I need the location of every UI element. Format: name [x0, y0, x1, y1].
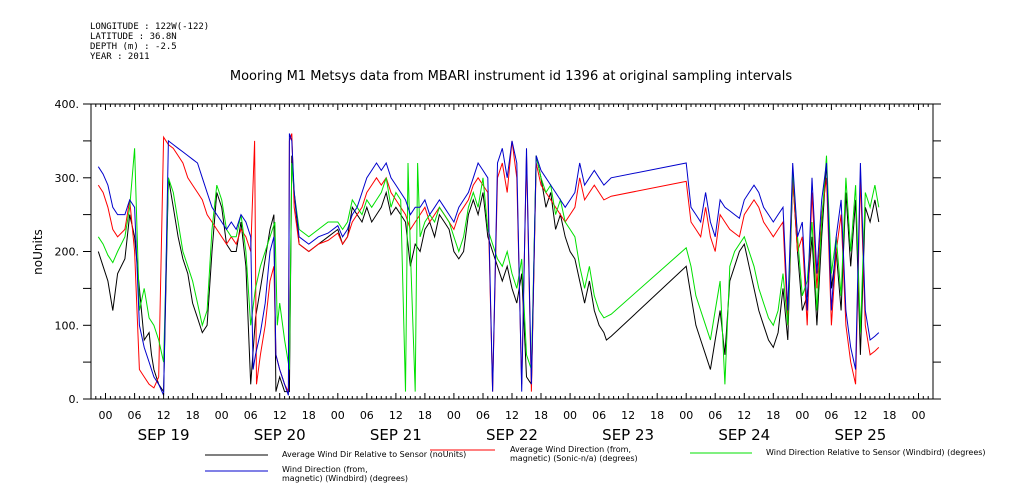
x-ticks: 00 06 12 18 00 06 12 18 00 06 12 18 00 06 12 18 00 06 12 18…: [99, 409, 926, 422]
x-tick-label: 06: [708, 409, 722, 422]
x-tick-label: 06: [244, 409, 258, 422]
x-tick-label: 12: [389, 409, 403, 422]
x-tick-label: 00: [679, 409, 693, 422]
x-tick-label: 18: [650, 409, 664, 422]
x-tick-label: 00: [563, 409, 577, 422]
x-tick-label: 18: [766, 409, 780, 422]
x-tick-label: 00: [331, 409, 345, 422]
year-label: YEAR : 2011: [90, 52, 150, 62]
y-ticks: 0. 100. 200. 300. 400.: [55, 98, 80, 406]
longitude-label: LONGITUDE : 122W(-122): [90, 22, 209, 32]
y-tick-label: 0.: [69, 393, 80, 406]
x-tick-label: 18: [418, 409, 432, 422]
y-tick-label: 200.: [55, 246, 80, 259]
y-tick-label: 400.: [55, 98, 80, 111]
x-tick-label: 18: [534, 409, 548, 422]
day-label: SEP 24: [718, 426, 770, 444]
x-tick-label: 00: [99, 409, 113, 422]
x-tick-label: 18: [302, 409, 316, 422]
x-tick-label: 00: [795, 409, 809, 422]
y-tick-label: 100.: [55, 319, 80, 332]
legend-label: Wind Direction (from,: [282, 465, 368, 474]
legend-label: Average Wind Dir Relative to Sensor (noU…: [282, 450, 466, 459]
series-line-1: [97, 155, 880, 394]
legend: Average Wind Dir Relative to Sensor (noU…: [205, 445, 986, 483]
series-line-2: [97, 133, 880, 392]
x-tick-label: 00: [215, 409, 229, 422]
x-tick-label: 12: [621, 409, 635, 422]
x-tick-label: 06: [128, 409, 142, 422]
day-label: SEP 19: [138, 426, 190, 444]
legend-label: Wind Direction Relative to Sensor (Windb…: [766, 448, 986, 457]
chart-title: Mooring M1 Metsys data from MBARI instru…: [230, 69, 792, 84]
header-info: LONGITUDE : 122W(-122) LATITUDE : 36.8N …: [90, 22, 209, 62]
plot-lines: [97, 133, 880, 396]
x-tick-label: 12: [737, 409, 751, 422]
plot-frame: [90, 103, 934, 400]
y-axis-label: noUnits: [31, 229, 45, 275]
x-tick-label: 06: [592, 409, 606, 422]
day-label: SEP 20: [254, 426, 306, 444]
day-label: SEP 25: [834, 426, 886, 444]
series-line-4: [97, 133, 880, 396]
x-tick-label: 18: [186, 409, 200, 422]
y-tick-label: 300.: [55, 172, 80, 185]
series-line-3: [97, 148, 880, 392]
legend-label: Average Wind Direction (from,: [510, 445, 631, 454]
x-tick-label: 12: [505, 409, 519, 422]
x-tick-label: 12: [853, 409, 867, 422]
x-tick-label: 06: [360, 409, 374, 422]
frame-ticks: [83, 103, 941, 400]
legend-label: magnetic) (Windbird) (degrees): [282, 474, 408, 483]
x-tick-label: 18: [882, 409, 896, 422]
latitude-label: LATITUDE : 36.8N: [90, 32, 177, 42]
legend-label: magnetic) (Sonic-n/a) (degrees): [510, 454, 638, 463]
x-tick-label: 12: [273, 409, 287, 422]
x-tick-label: 00: [447, 409, 461, 422]
x-tick-label: 00: [911, 409, 925, 422]
day-label: SEP 22: [486, 426, 538, 444]
day-labels: SEP 19 SEP 20 SEP 21 SEP 22 SEP 23 SEP 24 SEP …: [138, 426, 887, 444]
x-tick-label: 12: [157, 409, 171, 422]
day-label: SEP 23: [602, 426, 654, 444]
depth-label: DEPTH (m) : -2.5: [90, 42, 177, 52]
x-tick-label: 06: [476, 409, 490, 422]
x-tick-label: 06: [824, 409, 838, 422]
day-label: SEP 21: [370, 426, 422, 444]
